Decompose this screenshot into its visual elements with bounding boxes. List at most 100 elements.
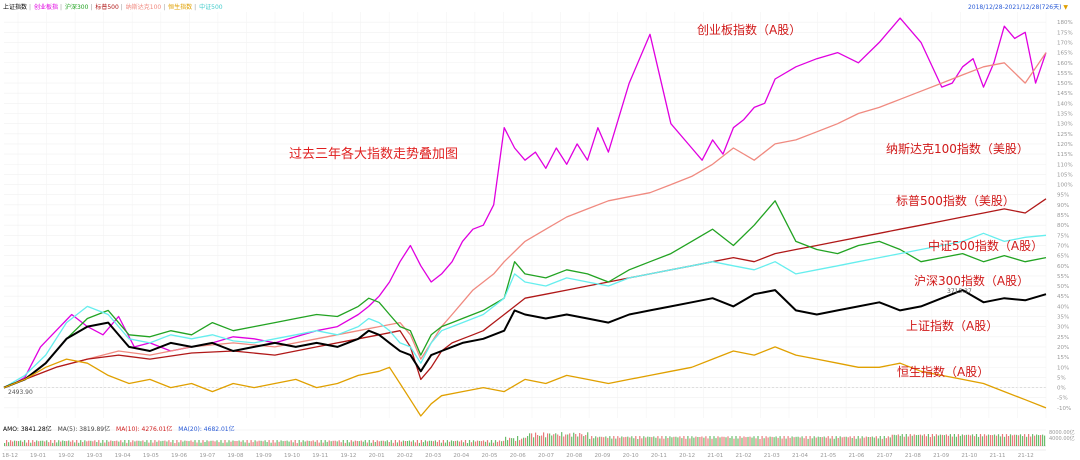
- volume-bar: [581, 434, 583, 446]
- volume-bar: [458, 441, 461, 446]
- legend-item-hsi[interactable]: 恒生指数: [168, 4, 193, 11]
- volume-bar: [470, 442, 473, 446]
- volume-bar: [609, 436, 611, 446]
- volume-bar: [941, 434, 943, 446]
- volume-bar: [174, 443, 176, 446]
- volume-bar: [1044, 435, 1046, 446]
- volume-bar: [767, 437, 769, 446]
- legend-item-spx[interactable]: 标普500: [95, 4, 119, 11]
- volume-bar: [194, 440, 196, 446]
- volume-bar: [472, 440, 475, 446]
- volume-bar: [364, 440, 366, 446]
- volume-bar: [985, 435, 988, 446]
- volume-bar: [645, 437, 647, 446]
- volume-bar: [777, 437, 779, 446]
- x-tick-label: 20-04: [453, 453, 469, 459]
- legend-item-sh[interactable]: 上证指数: [3, 4, 28, 11]
- date-range-selector[interactable]: 2018/12/28-2021/12/28(726天) ▼: [968, 2, 1068, 11]
- volume-bar: [90, 440, 92, 446]
- legend-item-zz500[interactable]: 中证500: [199, 4, 223, 11]
- volume-bar: [294, 440, 296, 446]
- volume-bar: [929, 437, 931, 446]
- volume-bar: [206, 440, 208, 446]
- volume-bar: [555, 433, 557, 446]
- volume-bar: [977, 436, 980, 446]
- volume-bar: [775, 436, 777, 446]
- volume-bar: [867, 437, 869, 446]
- volume-bar: [434, 440, 436, 446]
- volume-bar: [394, 440, 396, 446]
- y-tick-label: 25%: [1057, 335, 1069, 341]
- volume-bar: [426, 441, 428, 446]
- annotation-zz500: 中证500指数（A股）: [928, 238, 1043, 253]
- volume-bar: [569, 433, 571, 446]
- legend-item-hs300[interactable]: 沪深300: [64, 4, 89, 11]
- volume-bar: [909, 434, 911, 446]
- x-tick-label: 21-06: [848, 453, 864, 459]
- volume-bar: [94, 440, 96, 446]
- volume-bar: [623, 437, 625, 446]
- volume-bar: [771, 436, 773, 446]
- y-tick-label: 95%: [1057, 193, 1069, 199]
- volume-bar: [354, 440, 356, 446]
- volume-bar: [667, 438, 669, 446]
- volume-bar: [787, 436, 789, 446]
- volume-bar: [212, 440, 214, 446]
- volume-bar: [877, 438, 879, 446]
- volume-bar: [685, 438, 687, 446]
- y-tick-label: 30%: [1057, 325, 1069, 331]
- volume-bar: [462, 442, 465, 446]
- volume-axis-label: 8000.00亿: [1049, 429, 1075, 436]
- x-tick-label: 21-02: [736, 453, 752, 459]
- y-tick-label: 155%: [1057, 71, 1073, 77]
- volume-bar: [64, 441, 66, 446]
- volume-bar: [851, 438, 853, 446]
- volume-bar: [332, 440, 334, 446]
- volume-bar: [8, 442, 10, 446]
- volume-bar: [1028, 434, 1030, 446]
- volume-bar: [903, 436, 905, 446]
- x-tick-label: 21-09: [933, 453, 949, 459]
- peak-value-label: 3715.37: [947, 288, 972, 295]
- y-tick-label: 55%: [1057, 274, 1069, 280]
- volume-bar: [881, 438, 883, 446]
- volume-bar: [262, 441, 264, 446]
- volume-bar: [420, 440, 422, 446]
- volume-bar: [388, 442, 390, 446]
- volume-bar: [484, 441, 487, 446]
- volume-bar: [997, 434, 1000, 446]
- volume-bar: [478, 440, 481, 446]
- volume-bar: [899, 435, 901, 446]
- y-tick-label: 130%: [1057, 122, 1073, 128]
- chevron-down-icon[interactable]: ▼: [1063, 4, 1068, 11]
- volume-bar: [541, 435, 543, 446]
- volume-bar: [300, 442, 302, 446]
- legend-item-cyb[interactable]: 创业板指: [33, 4, 58, 11]
- volume-bar: [474, 441, 477, 446]
- volume-bar: [837, 438, 839, 446]
- volume-bar: [865, 436, 867, 446]
- ma20-value: MA(20): 4682.01亿: [178, 426, 235, 433]
- legend-item-ndx[interactable]: 纳斯达克100: [125, 4, 162, 11]
- x-tick-label: 19-01: [30, 453, 46, 459]
- volume-bar: [66, 441, 68, 446]
- volume-bar: [849, 436, 851, 446]
- y-tick-label: -5%: [1057, 396, 1068, 402]
- y-tick-label: 45%: [1057, 294, 1069, 300]
- y-tick-label: 110%: [1057, 162, 1073, 168]
- volume-bar: [124, 440, 126, 446]
- volume-bar: [979, 434, 982, 446]
- volume-bar: [827, 436, 829, 446]
- y-tick-label: 10%: [1057, 365, 1069, 371]
- volume-bar: [450, 440, 453, 446]
- volume-bar: [825, 437, 827, 446]
- volume-bar: [324, 440, 326, 446]
- volume-bar: [925, 436, 927, 446]
- volume-bar: [106, 440, 108, 446]
- volume-bar: [517, 436, 519, 446]
- volume-bar: [911, 435, 913, 446]
- volume-bar: [412, 440, 414, 446]
- volume-bar: [523, 437, 525, 446]
- volume-bar: [1040, 435, 1042, 446]
- volume-bar: [975, 434, 978, 446]
